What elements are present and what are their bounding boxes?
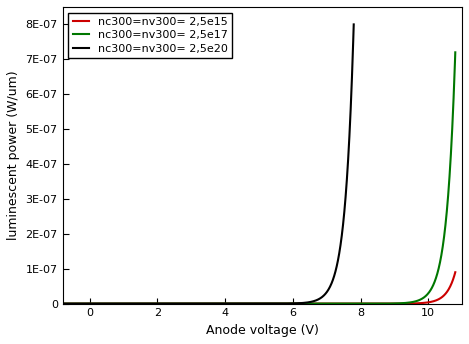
nc300=nv300= 2,5e17	[404, 301, 410, 305]
nc300=nv300= 2,5e17	[343, 302, 349, 306]
nc300=nv300= 2,5e15	[53, 302, 59, 306]
nc300=nv300= 2,5e20	[53, 302, 59, 306]
nc300=nv300= 2,5e20	[105, 302, 111, 306]
nc300=nv300= 2,5e15	[416, 301, 422, 305]
nc300=nv300= 2,5e20	[341, 213, 347, 217]
nc300=nv300= 2,5e15	[132, 302, 137, 306]
Legend: nc300=nv300= 2,5e15, nc300=nv300= 2,5e17, nc300=nv300= 2,5e20: nc300=nv300= 2,5e15, nc300=nv300= 2,5e17…	[68, 12, 233, 58]
nc300=nv300= 2,5e20	[351, 22, 356, 26]
nc300=nv300= 2,5e20	[315, 298, 320, 302]
nc300=nv300= 2,5e15	[443, 292, 448, 296]
Line: nc300=nv300= 2,5e17: nc300=nv300= 2,5e17	[56, 52, 455, 304]
Line: nc300=nv300= 2,5e15: nc300=nv300= 2,5e15	[56, 272, 455, 304]
nc300=nv300= 2,5e17	[97, 302, 103, 306]
Line: nc300=nv300= 2,5e20: nc300=nv300= 2,5e20	[56, 24, 354, 304]
Y-axis label: luminescent power (W/um): luminescent power (W/um)	[7, 71, 20, 240]
nc300=nv300= 2,5e15	[299, 302, 305, 306]
nc300=nv300= 2,5e17	[53, 302, 59, 306]
X-axis label: Anode voltage (V): Anode voltage (V)	[206, 324, 319, 337]
nc300=nv300= 2,5e17	[271, 302, 277, 306]
nc300=nv300= 2,5e20	[86, 302, 91, 306]
nc300=nv300= 2,5e17	[453, 50, 458, 54]
nc300=nv300= 2,5e15	[371, 302, 376, 306]
nc300=nv300= 2,5e17	[439, 247, 445, 251]
nc300=nv300= 2,5e20	[215, 302, 221, 306]
nc300=nv300= 2,5e15	[103, 302, 108, 306]
nc300=nv300= 2,5e17	[123, 302, 129, 306]
nc300=nv300= 2,5e20	[269, 302, 274, 306]
nc300=nv300= 2,5e15	[453, 270, 458, 274]
